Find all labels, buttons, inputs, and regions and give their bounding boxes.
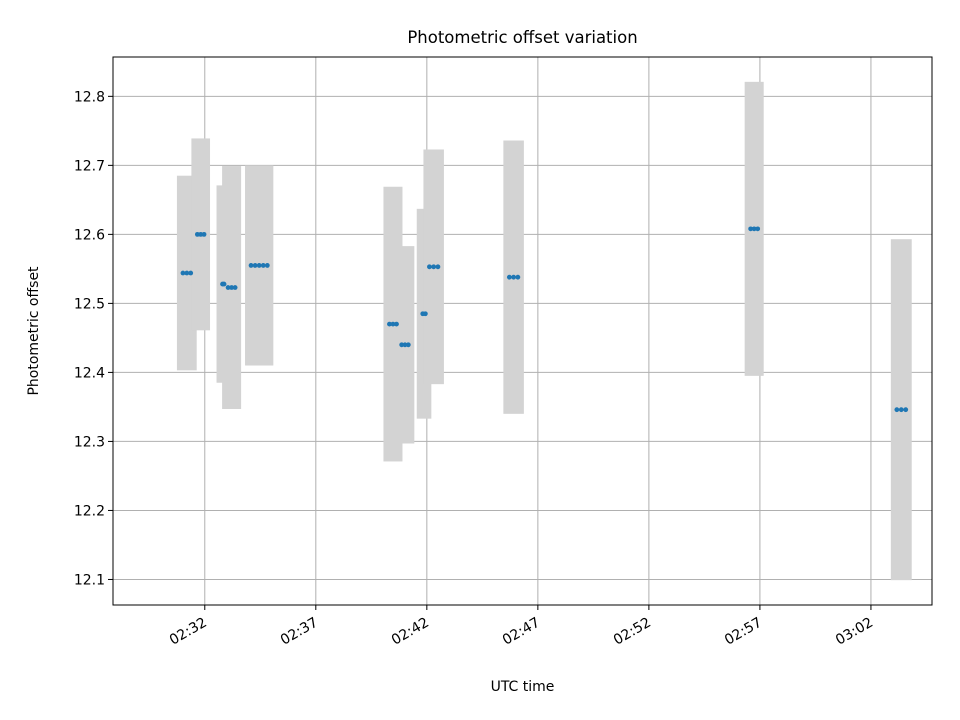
data-point [748,226,754,232]
data-point [431,264,437,270]
y-tick-label: 12.3 [74,434,105,450]
data-point [252,263,258,268]
data-point-layer [180,226,909,413]
data-point [755,226,761,232]
data-point [260,263,266,268]
data-point [511,274,517,280]
data-point [394,321,399,327]
data-point [894,407,900,413]
data-point [427,264,432,270]
y-axis-label: Photometric offset [26,266,42,396]
y-tick-label: 12.2 [74,503,105,519]
data-point [751,226,757,232]
y-tick-label: 12.6 [74,227,105,243]
data-point [405,342,411,348]
y-tick-label: 12.4 [74,365,105,381]
y-tick-label: 12.8 [74,89,105,105]
data-point [402,342,408,348]
data-point [225,285,231,290]
data-point [390,321,396,327]
data-point [435,264,441,270]
data-point [903,407,909,413]
data-point [194,231,200,237]
y-tick-label: 12.7 [74,158,105,174]
data-point [399,342,405,348]
data-point [221,281,227,287]
data-point [248,263,254,268]
data-point [256,263,262,268]
data-point [229,285,235,290]
data-point [264,263,270,268]
x-axis-label: UTC time [491,679,555,695]
data-point [506,274,512,280]
data-point [198,231,204,237]
chart-title: Photometric offset variation [407,28,637,47]
data-point [515,274,521,280]
plot-frame [112,56,933,606]
data-point [232,285,238,290]
data-point [180,270,186,276]
data-point [188,270,194,276]
data-point [898,407,904,413]
data-point [201,231,207,237]
data-point [422,311,428,317]
data-point [387,321,392,327]
y-tick-label: 12.5 [74,296,105,312]
data-point [184,270,190,276]
y-tick-label: 12.1 [74,572,105,588]
